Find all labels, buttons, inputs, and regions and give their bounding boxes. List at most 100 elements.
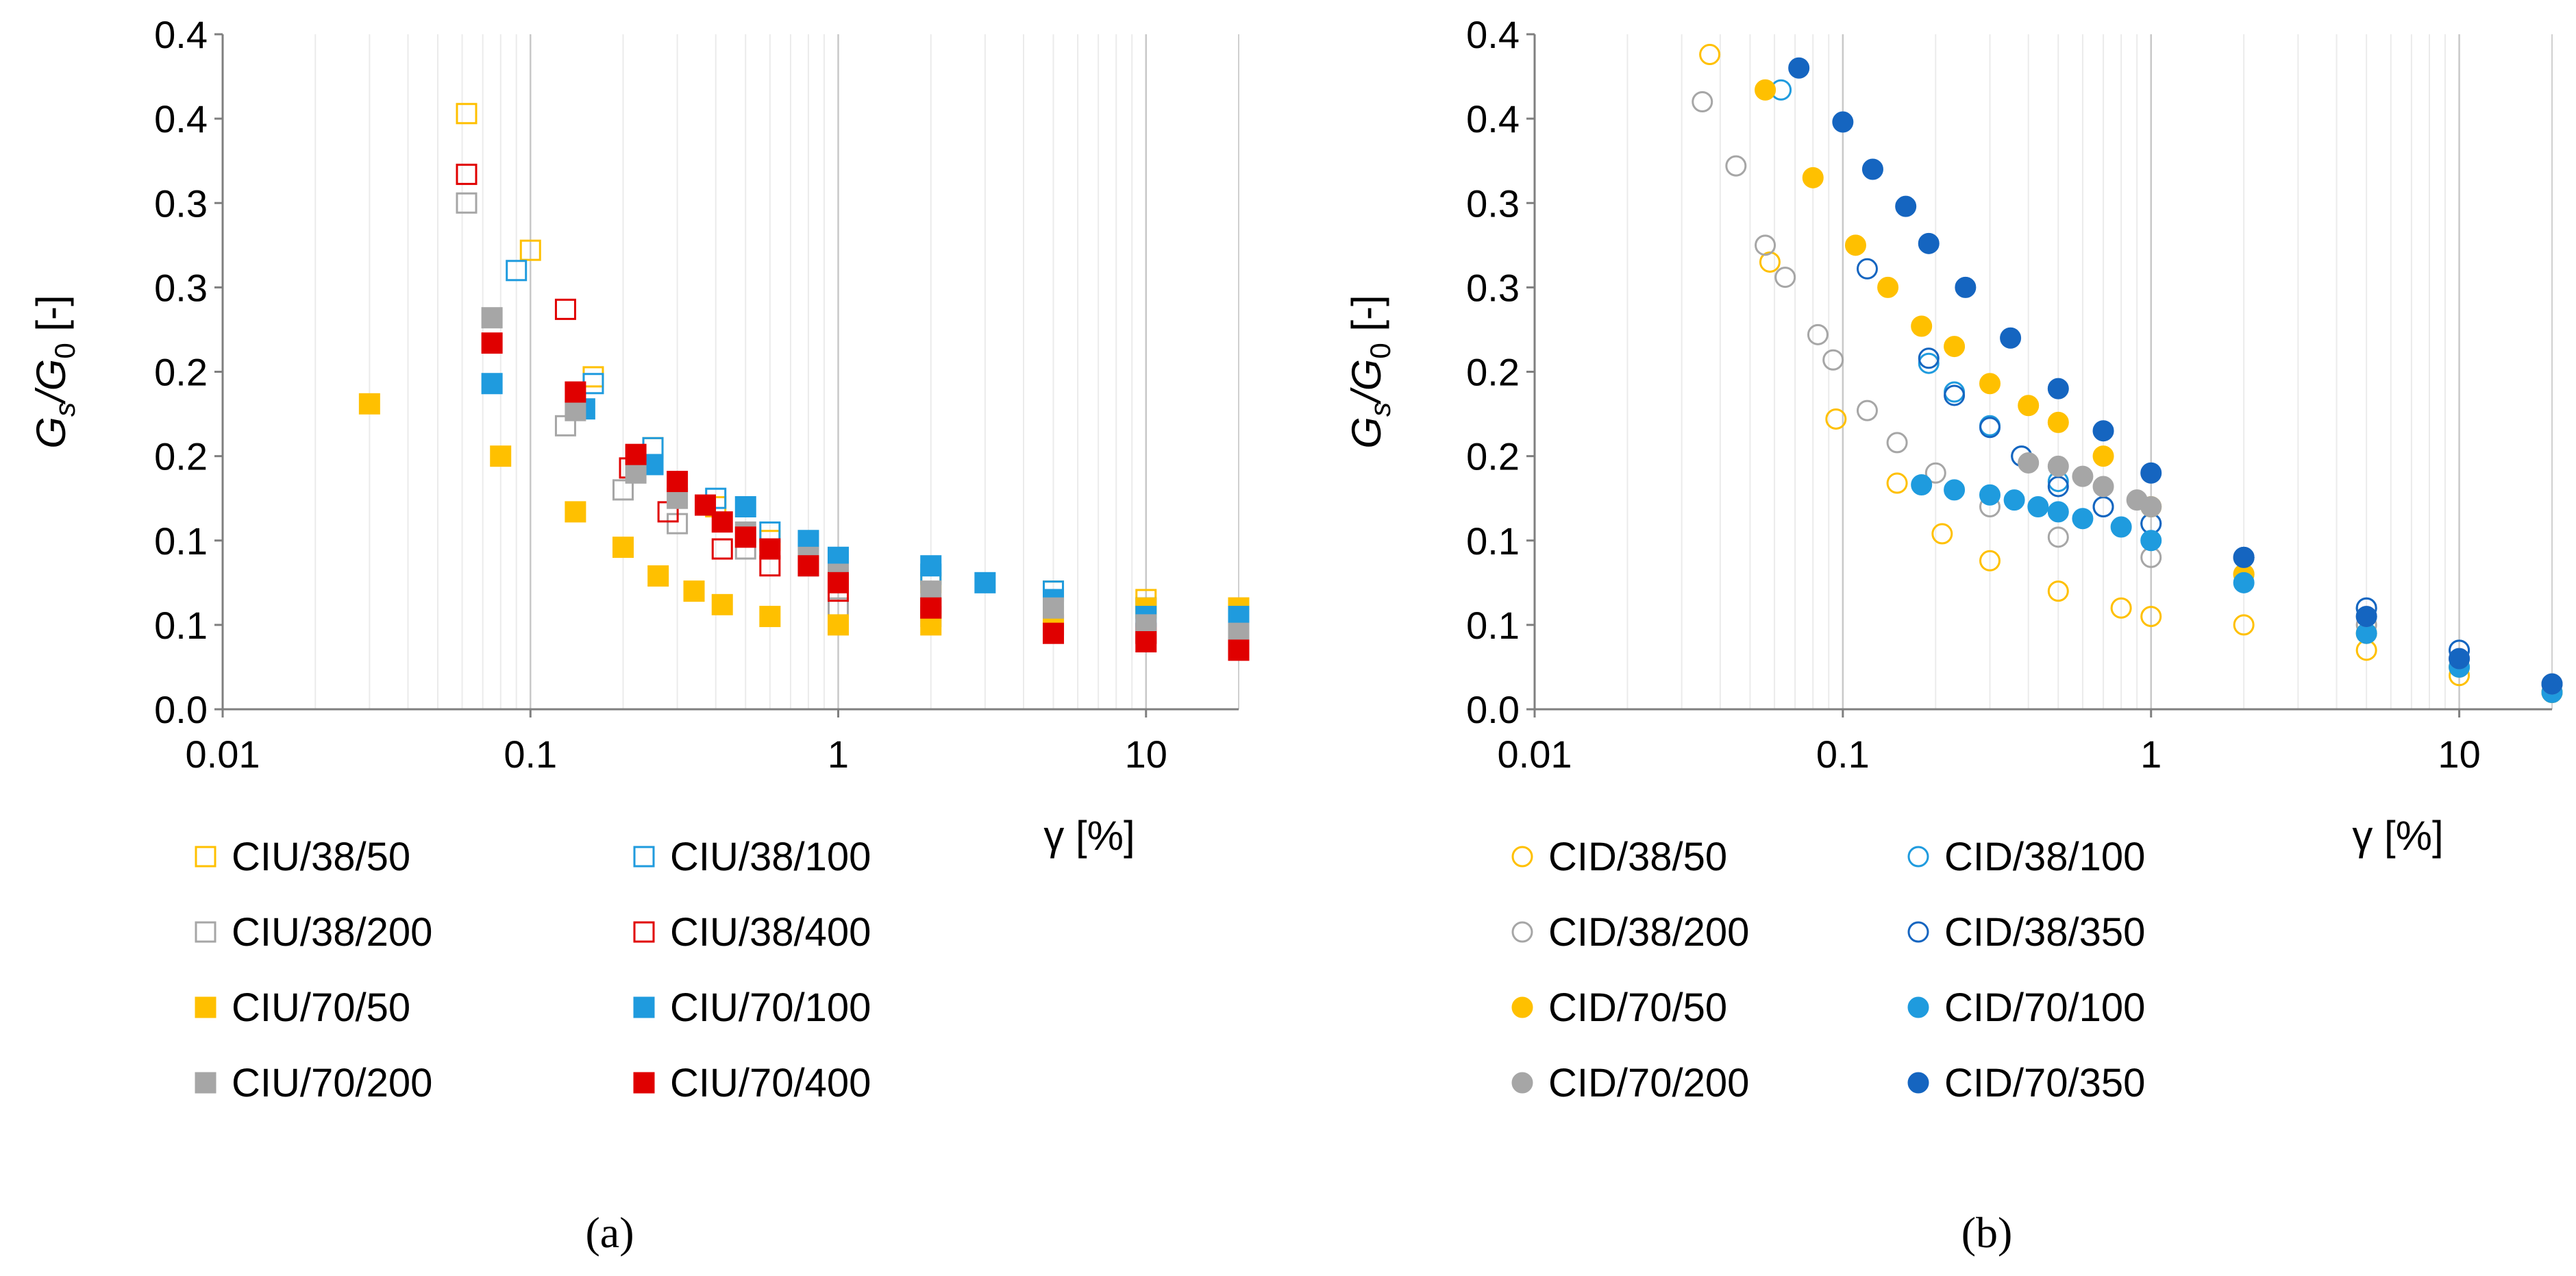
legend-label: CID/70/100	[1944, 985, 2145, 1030]
series-ciu-70-200	[481, 307, 1250, 644]
data-point	[974, 572, 996, 593]
data-point	[647, 565, 669, 587]
data-point	[734, 526, 756, 548]
data-point	[920, 597, 942, 619]
series-ciu-38-100	[506, 260, 1250, 636]
data-point	[828, 614, 850, 636]
data-point	[1788, 57, 1810, 79]
legend-item: CIU/38/50	[195, 835, 410, 879]
data-point	[582, 373, 604, 395]
data-point	[519, 239, 541, 261]
legend-item: CIU/70/200	[195, 1061, 432, 1105]
data-point	[1944, 479, 1966, 501]
data-point	[2027, 496, 2049, 517]
data-point	[1832, 111, 1854, 133]
y-tick-label: 0.1	[1466, 604, 1520, 647]
y-axis-label-part: s	[49, 402, 81, 417]
legend-label: CID/38/350	[1944, 910, 2145, 955]
legend-marker	[195, 921, 216, 943]
y-tick-label: 0.3	[1466, 266, 1520, 309]
legend-label: CID/70/200	[1548, 1061, 1749, 1105]
data-point	[612, 479, 634, 501]
y-axis-label: Gs/G0 [-]	[28, 295, 81, 448]
legend-label: CIU/38/400	[670, 910, 871, 955]
data-point	[2541, 673, 2563, 695]
data-point	[2140, 530, 2162, 552]
data-point	[2110, 597, 2132, 619]
data-point	[565, 400, 586, 421]
data-point	[2072, 508, 2094, 530]
y-tick-label: 0.0	[1466, 688, 1520, 731]
data-point	[2140, 496, 2162, 517]
data-point	[2047, 411, 2069, 433]
data-point	[683, 580, 705, 602]
data-point	[734, 496, 756, 517]
x-axis-label: γ [%]	[1043, 813, 1135, 859]
data-point	[1228, 639, 1250, 661]
data-point	[920, 555, 942, 577]
data-point	[1979, 373, 2001, 395]
data-point	[2047, 580, 2069, 602]
series-cid-38-350	[1856, 258, 2563, 695]
legend-label: CIU/70/400	[670, 1061, 871, 1105]
legend-item: CID/38/200	[1511, 910, 1749, 955]
data-point	[759, 538, 781, 560]
legend-item: CID/38/100	[1907, 835, 2145, 879]
data-point	[1911, 315, 1933, 337]
legend-marker	[1511, 996, 1533, 1018]
data-point	[2092, 420, 2114, 442]
y-axis-label-part: G	[1343, 417, 1389, 449]
legend-item: CIU/38/200	[195, 910, 432, 955]
y-tick-label: 0.4	[154, 97, 208, 140]
data-point	[2003, 489, 2025, 511]
data-point	[2140, 462, 2162, 484]
legend-marker	[633, 921, 655, 943]
legend-marker	[633, 846, 655, 868]
legend-label: CIU/70/50	[232, 985, 410, 1030]
legend-item: CIU/70/50	[195, 985, 410, 1030]
data-point	[2449, 648, 2470, 670]
series-cid-70-350	[1788, 57, 2563, 695]
y-axis-label-part: [-]	[1343, 295, 1389, 343]
data-point	[554, 298, 576, 320]
data-point	[1944, 336, 1966, 358]
legend-label: CIU/38/200	[232, 910, 432, 955]
legend-item: CID/70/50	[1511, 985, 1727, 1030]
data-point	[1856, 258, 1878, 280]
data-point	[1844, 234, 1866, 256]
data-point	[711, 511, 733, 533]
data-point	[1979, 484, 2001, 506]
legend-label: CID/70/350	[1944, 1061, 2145, 1105]
data-point	[1861, 158, 1883, 180]
data-point	[1877, 276, 1899, 298]
data-point	[1692, 91, 1713, 112]
legend: CID/38/50 CID/38/100 CID/38/200 CID/38/350 C…	[1511, 835, 2145, 1105]
series-cid-70-100	[1911, 474, 2563, 703]
data-point	[1918, 347, 1940, 369]
data-point	[1856, 400, 1878, 421]
legend-item: CID/38/50	[1511, 835, 1727, 879]
x-tick-label: 0.01	[1498, 733, 1572, 776]
data-point	[759, 606, 781, 628]
data-point	[797, 555, 819, 577]
data-point	[1979, 550, 2001, 572]
legend-label: CID/38/50	[1548, 835, 1727, 879]
y-tick-label: 0.4	[154, 13, 208, 56]
data-point	[358, 393, 380, 415]
data-point	[1895, 195, 1917, 217]
legend-marker	[1511, 921, 1533, 943]
y-tick-label: 0.4	[1466, 13, 1520, 56]
legend-marker	[633, 1072, 655, 1094]
data-point	[1931, 523, 1953, 545]
legend-item: CIU/70/400	[633, 1061, 871, 1105]
data-point	[2233, 546, 2255, 568]
data-point	[481, 332, 503, 354]
data-point	[1886, 432, 1908, 454]
legend-marker	[1907, 1072, 1929, 1094]
data-point	[456, 103, 478, 125]
data-point	[2140, 606, 2162, 628]
data-point	[1802, 167, 1824, 188]
data-point	[456, 163, 478, 185]
y-axis-label-part: [-]	[28, 295, 74, 343]
